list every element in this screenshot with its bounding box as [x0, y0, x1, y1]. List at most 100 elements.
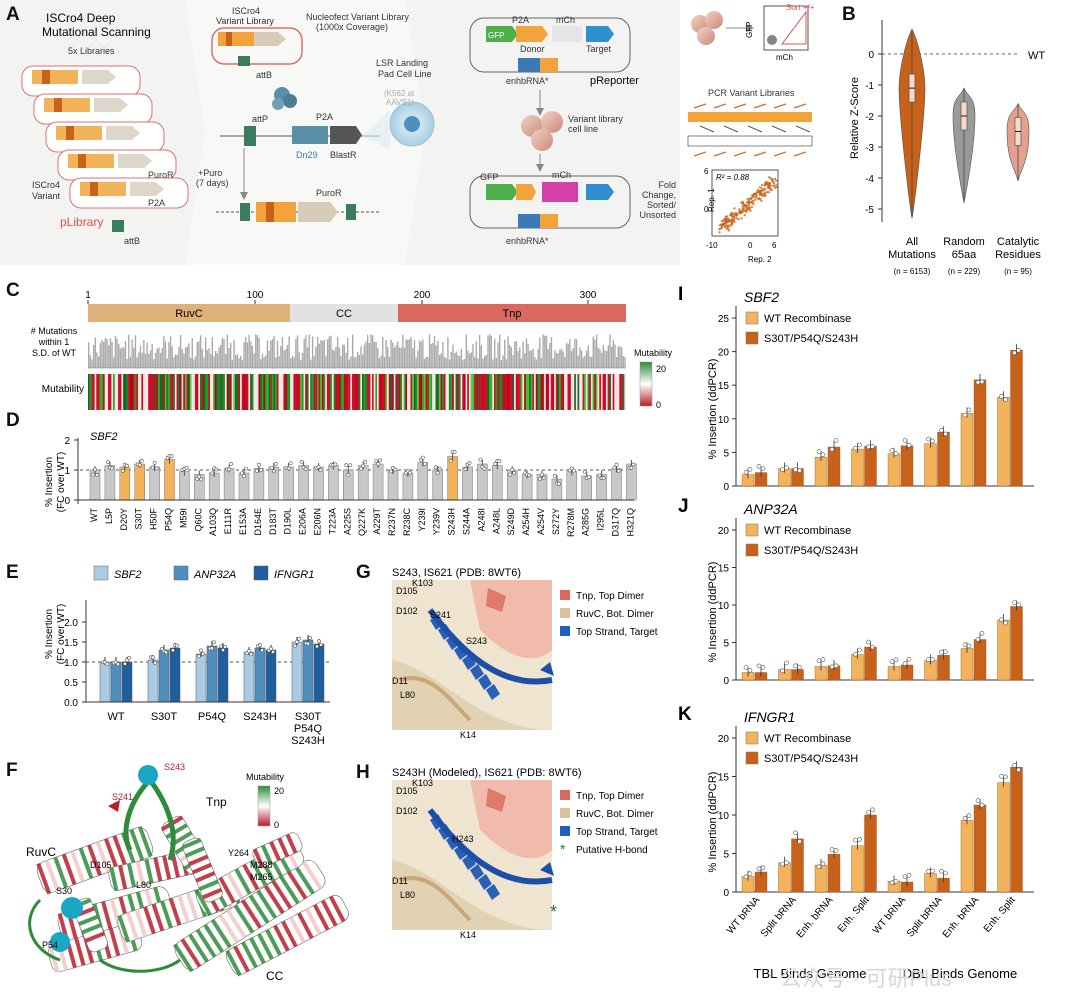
c-bar	[437, 340, 439, 368]
y-tick-label: 20	[718, 348, 730, 359]
c-bar	[168, 342, 170, 368]
c-heat-cell	[320, 374, 323, 410]
d-point	[493, 461, 498, 466]
dna-end	[540, 862, 554, 876]
d-point	[214, 467, 219, 472]
d-point	[629, 465, 634, 470]
c-heat-cell	[415, 374, 418, 410]
scatter-point	[726, 224, 730, 227]
d-bar-P54Q	[164, 459, 175, 501]
c-bar	[577, 355, 579, 368]
e-point	[308, 636, 312, 640]
c-bar	[311, 336, 314, 368]
dn29-label: Dn29	[296, 150, 318, 160]
c-bar	[537, 348, 539, 368]
bar	[1010, 350, 1023, 487]
d-point	[152, 460, 157, 465]
d-category-label: L5P	[104, 508, 114, 524]
c-bar	[422, 339, 424, 368]
scatter-point	[724, 225, 727, 228]
ruvc-surface	[392, 860, 552, 930]
c-bar	[108, 345, 110, 368]
c-heat-cell	[542, 374, 545, 410]
scatter-point	[764, 191, 767, 194]
c-tick-label: 300	[580, 290, 597, 301]
panel-letter-f: F	[6, 760, 18, 781]
e-point	[116, 662, 120, 667]
c-heat-cell	[373, 374, 376, 410]
replicate-point	[966, 813, 972, 818]
c-heat-cell	[231, 374, 234, 410]
c-bar	[550, 337, 553, 368]
c-heat-cell	[245, 374, 247, 410]
bar	[960, 413, 974, 487]
c-heat-cell	[549, 374, 552, 410]
c-heat-cell	[204, 374, 207, 410]
c-bar	[599, 349, 601, 368]
c-bar	[213, 356, 215, 368]
g-residue-label: S243	[466, 636, 487, 646]
d-bars	[78, 449, 637, 501]
c-bar	[313, 356, 315, 368]
c-heat-cell	[390, 374, 393, 410]
c-bar	[310, 359, 312, 368]
c-heat-cell	[559, 374, 562, 410]
c-heat-cell	[534, 374, 536, 410]
c-heat-cell	[313, 374, 316, 410]
c-bar	[261, 353, 264, 368]
f-mutability-legend	[257, 785, 271, 827]
c-bar	[248, 334, 250, 368]
c-heat-cell	[243, 374, 246, 410]
scatter-point	[723, 219, 726, 223]
d-category-label: I295L	[596, 508, 606, 531]
e-bar	[265, 649, 277, 703]
legend-label: S30T/P54Q/S243H	[764, 545, 858, 557]
d-category-label: Y239I	[417, 508, 427, 532]
c-bar	[529, 350, 531, 368]
d-category-label: R237N	[387, 508, 397, 536]
y-tick-label: 15	[718, 564, 730, 575]
c-bar	[113, 357, 115, 368]
c-bar	[585, 350, 588, 368]
variant-cassette	[44, 98, 90, 112]
panel-a-title: ISCro4 Deep Mutational Scanning	[42, 11, 151, 39]
e-point	[306, 641, 310, 646]
c-bar	[181, 349, 183, 368]
replicate-point	[893, 878, 899, 884]
panel-letter-e: E	[6, 562, 19, 583]
c-heat-cell	[315, 374, 318, 410]
c-bar	[499, 334, 501, 368]
e-bar	[121, 661, 133, 703]
scatter-point	[770, 188, 773, 192]
c-heat-cell	[94, 374, 97, 410]
d-point	[244, 466, 248, 471]
e-category-label: S243H	[291, 735, 325, 747]
e-category-label: P54Q	[198, 711, 227, 723]
b-category-label: Catalytic	[997, 236, 1040, 248]
e-point	[210, 646, 214, 651]
c-bar	[397, 341, 399, 368]
replicate-point	[870, 644, 875, 650]
c-bar	[472, 344, 474, 368]
helix-stripe	[61, 853, 77, 886]
d-bar-Y239I	[417, 462, 429, 501]
d-point	[269, 466, 274, 471]
d-category-label: S244A	[462, 508, 472, 535]
enhbrna-label: enhbRNA*	[506, 76, 549, 86]
scatter-point	[754, 198, 757, 201]
c-bar	[338, 347, 340, 368]
replicate-point	[870, 444, 875, 449]
c-bar	[463, 359, 466, 368]
c-heat-cell	[360, 374, 363, 410]
c-bar	[410, 336, 412, 368]
domain-ruvc-label: RuvC	[175, 308, 203, 320]
y-tick-label: 20	[718, 734, 730, 745]
variant-mutation	[42, 70, 50, 84]
helix	[252, 832, 303, 869]
replicate-point	[820, 452, 826, 458]
c-bar	[174, 354, 177, 368]
d-category-label: D20Y	[119, 508, 129, 531]
d-point	[359, 466, 364, 471]
c-bar	[93, 344, 95, 368]
c-heat-cell	[550, 374, 553, 410]
